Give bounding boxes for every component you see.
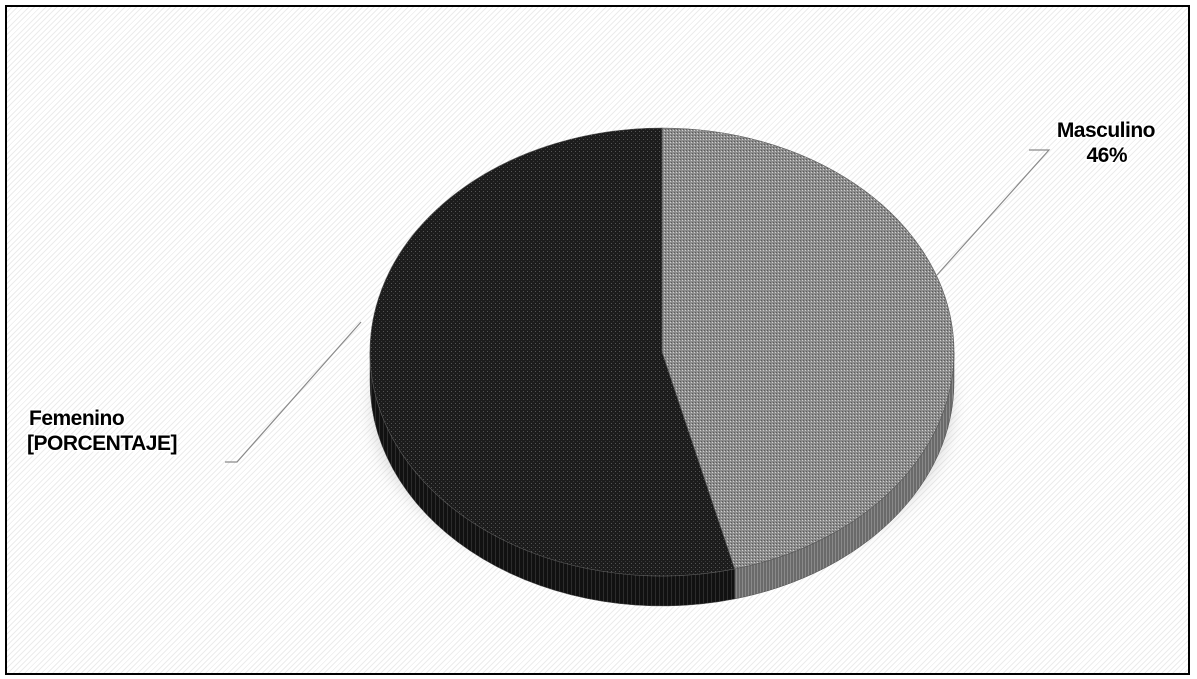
pie-slice-masculino [661, 127, 955, 570]
data-label-category-masculino: Masculino [1057, 119, 1155, 142]
pie-slices [369, 127, 955, 607]
data-label-category-femenino: Femenino [29, 407, 124, 430]
chart-area: Masculino 46% Femenino [PORCENTAJE] [5, 5, 1190, 675]
data-label-value-masculino: 46% [1086, 144, 1127, 167]
pie-slice-femenino [369, 127, 736, 577]
leader-line-femenino [225, 321, 362, 463]
leader-line-masculino [936, 149, 1051, 276]
data-label-value-femenino: [PORCENTAJE] [27, 432, 177, 455]
